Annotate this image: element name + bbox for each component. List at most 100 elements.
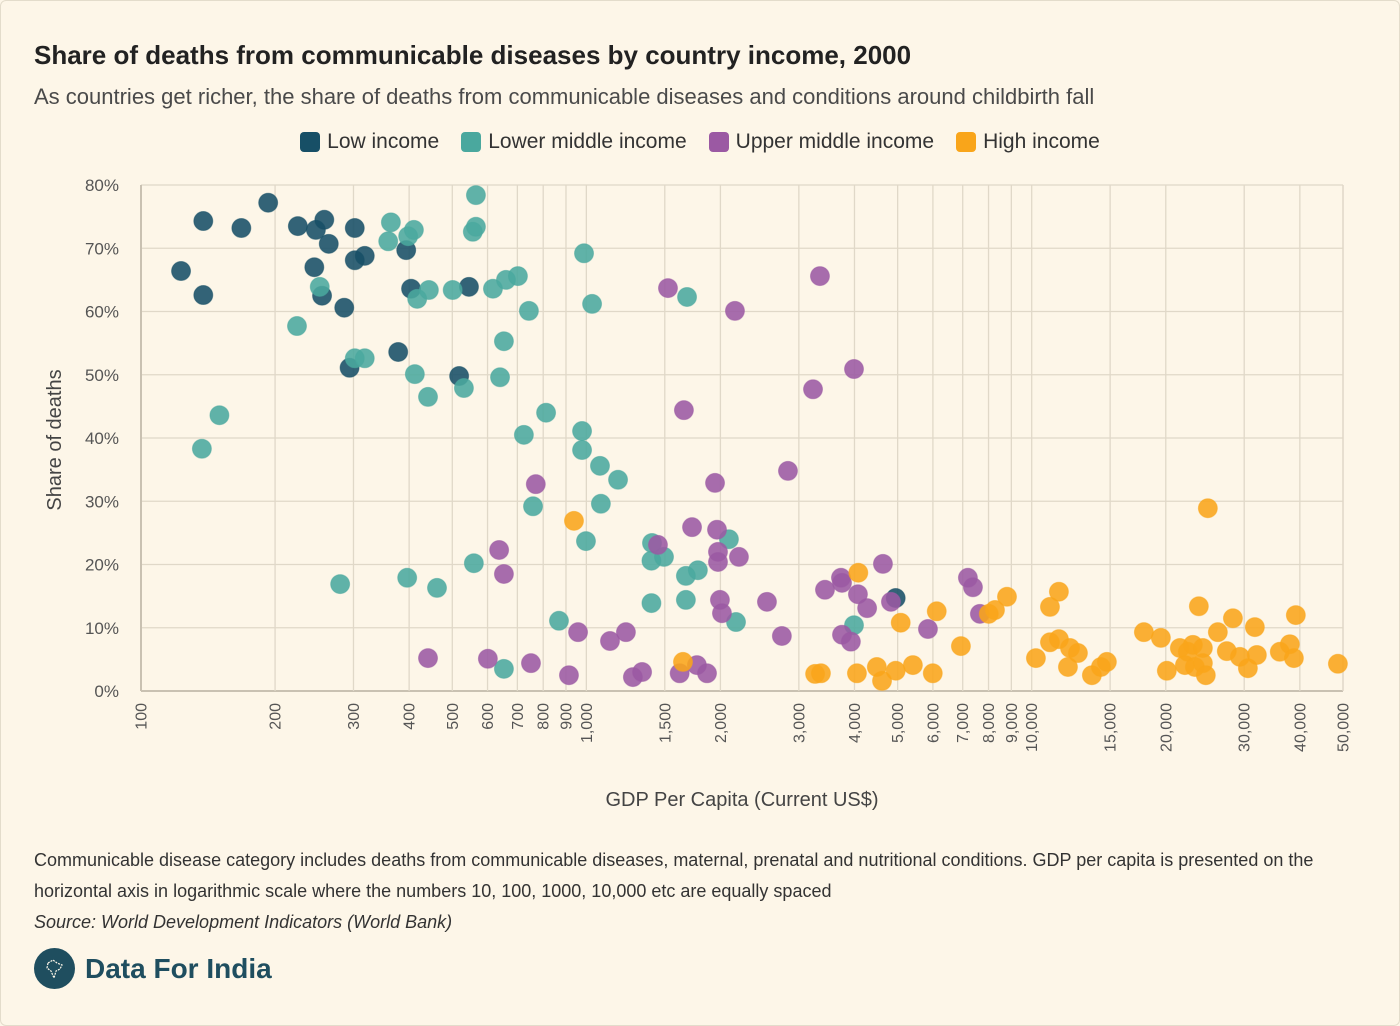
data-point <box>1222 608 1243 629</box>
data-point <box>287 216 308 237</box>
x-tick-label: 30,000 <box>1237 703 1254 752</box>
data-point <box>810 663 831 684</box>
data-point <box>599 631 620 652</box>
x-tick-label: 200 <box>268 703 285 730</box>
data-point <box>404 364 425 385</box>
legend-item-upper-middle-income[interactable]: Upper middle income <box>708 130 935 154</box>
x-tick-label: 9,000 <box>1004 703 1021 743</box>
x-tick-label: 10,000 <box>1024 703 1041 752</box>
data-point <box>525 474 546 495</box>
legend-label: High income <box>983 130 1100 153</box>
data-point <box>1195 665 1216 686</box>
data-point <box>890 612 911 633</box>
data-point <box>673 400 694 421</box>
data-point <box>489 539 510 560</box>
data-point <box>724 300 745 321</box>
x-tick-label: 500 <box>445 703 462 730</box>
data-point <box>846 663 867 684</box>
x-tick-label: 3,000 <box>791 703 808 743</box>
data-point <box>1156 660 1177 681</box>
data-point <box>1197 498 1218 519</box>
data-point <box>418 279 439 300</box>
data-point <box>590 493 611 514</box>
data-point <box>193 285 214 306</box>
x-tick-label: 15,000 <box>1103 703 1120 752</box>
legend-item-high-income[interactable]: High income <box>956 130 1100 154</box>
chart-subtitle: As countries get richer, the share of de… <box>34 84 1095 109</box>
data-point <box>832 572 853 593</box>
x-tick-label: 100 <box>134 703 151 730</box>
legend-swatch <box>708 132 729 152</box>
data-point <box>844 359 865 380</box>
data-point <box>171 261 192 282</box>
data-point <box>523 496 544 517</box>
data-point <box>354 245 375 266</box>
data-point <box>711 603 732 624</box>
data-point <box>902 655 923 676</box>
brand-logo[interactable]: Data For India <box>34 948 1364 989</box>
y-tick-label: 60% <box>85 303 119 322</box>
data-point <box>756 591 777 612</box>
x-tick-label: 6,000 <box>925 703 942 743</box>
legend-swatch <box>300 132 321 152</box>
data-point <box>707 519 728 540</box>
series-high-income <box>563 498 1348 691</box>
legend-item-low-income[interactable]: Low income <box>300 130 439 154</box>
data-point <box>465 216 486 237</box>
y-tick-label: 30% <box>85 492 119 511</box>
legend-label: Upper middle income <box>735 130 935 153</box>
data-point <box>672 651 693 672</box>
data-point <box>334 297 355 318</box>
data-point <box>453 378 474 399</box>
legend-item-lower-middle-income[interactable]: Lower middle income <box>461 130 687 154</box>
data-point <box>682 517 703 538</box>
data-point <box>490 367 511 388</box>
y-tick-label: 70% <box>85 239 119 258</box>
x-tick-label: 40,000 <box>1292 703 1309 752</box>
y-tick-label: 40% <box>85 429 119 448</box>
data-point <box>1327 653 1348 674</box>
data-point <box>465 185 486 206</box>
data-point <box>885 660 906 681</box>
data-point <box>193 211 214 232</box>
data-point <box>314 209 335 230</box>
data-point <box>1188 596 1209 617</box>
data-point <box>872 670 893 691</box>
data-point <box>388 341 409 362</box>
data-point <box>996 586 1017 607</box>
y-axis-label: Share of deaths <box>44 369 66 510</box>
data-point <box>962 577 983 598</box>
data-point <box>1246 644 1267 665</box>
data-point <box>848 562 869 583</box>
x-tick-label: 7,000 <box>955 703 972 743</box>
legend-swatch <box>461 132 482 152</box>
data-point <box>647 534 668 555</box>
data-point <box>803 379 824 400</box>
data-point <box>675 589 696 610</box>
legend-label: Low income <box>327 130 440 153</box>
india-map-icon <box>34 948 75 989</box>
data-point <box>463 553 484 574</box>
data-point <box>397 567 418 588</box>
chart-title: Share of deaths from communicable diseas… <box>34 40 912 70</box>
data-point <box>493 563 514 584</box>
data-point <box>847 584 868 605</box>
data-point <box>872 553 893 574</box>
data-point <box>191 438 212 459</box>
x-tick-label: 600 <box>480 703 497 730</box>
y-tick-label: 80% <box>85 176 119 195</box>
data-point <box>563 510 584 531</box>
data-point <box>427 577 448 598</box>
data-point <box>589 455 610 476</box>
x-axis-label: GDP Per Capita (Current US$) <box>605 789 878 811</box>
data-point <box>632 662 653 683</box>
data-point <box>231 218 252 239</box>
x-tick-label: 700 <box>510 703 527 730</box>
data-point <box>582 293 603 314</box>
y-tick-label: 10% <box>85 619 119 638</box>
data-point <box>318 233 339 254</box>
data-point <box>641 593 662 614</box>
data-point <box>840 631 861 652</box>
data-point <box>1133 622 1154 643</box>
data-point <box>1285 605 1306 626</box>
